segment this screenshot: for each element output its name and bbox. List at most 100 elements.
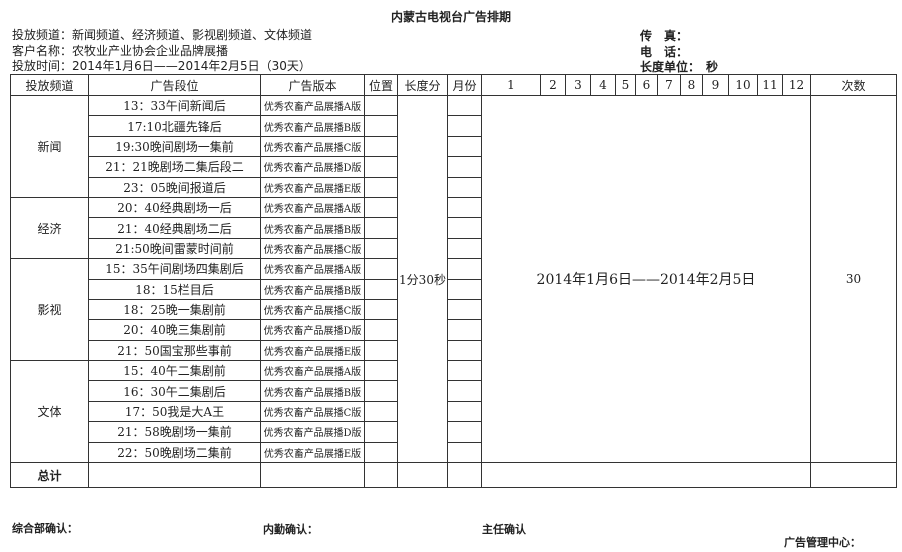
slot-cell: 19:30晚间剧场一集前 <box>88 135 261 158</box>
slot-cell: 17:10北疆先锋后 <box>88 115 261 137</box>
channel-cell: 文体 <box>10 360 89 464</box>
month-cell <box>447 339 482 362</box>
table-row: 23：05晚间报道后 优秀农畜产品展播E版 <box>11 176 897 198</box>
table-row: 21：50国宝那些事前 优秀农畜产品展播E版 <box>11 339 897 362</box>
table-row: 17:10北疆先锋后 优秀农畜产品展播B版 <box>11 115 897 137</box>
table-row: 18：15栏目后 优秀农畜产品展播B版 <box>11 278 897 300</box>
month-cell <box>447 94 482 117</box>
column-header: 月份 <box>447 74 482 96</box>
schedule-table: 投放频道 广告段位 广告版本 位置 长度分 月份 1 2 3 4 5 6 7 8 9 10 11 12 次数 新闻 1… <box>10 74 897 489</box>
slot-cell: 18：25晚一集剧前 <box>88 298 261 321</box>
slot-cell: 21：40经典剧场二后 <box>88 217 261 239</box>
column-header: 投放频道 <box>10 74 89 96</box>
total-cell <box>481 462 811 489</box>
length-cell: 1分30秒 <box>397 94 448 464</box>
column-header: 6 <box>635 74 658 96</box>
version-cell: 优秀农畜产品展播D版 <box>260 156 365 178</box>
month-cell <box>447 217 482 239</box>
column-header: 11 <box>757 74 783 96</box>
total-cell <box>447 462 482 489</box>
month-cell <box>447 400 482 423</box>
table-row: 21：21晚剧场二集后段二 优秀农畜产品展播D版 <box>11 156 897 178</box>
position-cell <box>364 176 398 198</box>
channels-info: 投放频道：新闻频道、经济频道、影视剧频道、文体频道 <box>12 28 313 42</box>
month-cell <box>447 135 482 158</box>
version-cell: 优秀农畜产品展播B版 <box>260 278 365 300</box>
column-header: 10 <box>728 74 758 96</box>
version-cell: 优秀农畜产品展播A版 <box>260 360 365 382</box>
slot-cell: 17：50我是大A王 <box>88 400 261 423</box>
slot-cell: 13：33午间新闻后 <box>88 94 261 117</box>
column-header: 9 <box>702 74 729 96</box>
slot-cell: 21：58晚剧场一集前 <box>88 421 261 443</box>
position-cell <box>364 441 398 464</box>
slot-cell: 23：05晚间报道后 <box>88 176 261 198</box>
version-cell: 优秀农畜产品展播B版 <box>260 217 365 239</box>
month-cell <box>447 115 482 137</box>
position-cell <box>364 196 398 219</box>
version-cell: 优秀农畜产品展播A版 <box>260 196 365 219</box>
position-cell <box>364 115 398 137</box>
total-label: 总计 <box>10 462 89 489</box>
position-cell <box>364 258 398 280</box>
header-row: 投放频道 广告段位 广告版本 位置 长度分 月份 1 2 3 4 5 6 7 8 9 10 11 12 次数 <box>10 74 897 96</box>
column-header: 8 <box>680 74 703 96</box>
column-header: 次数 <box>810 74 897 96</box>
position-cell <box>364 319 398 341</box>
phone-label: 电 话： <box>640 45 689 59</box>
position-cell <box>364 380 398 402</box>
general-confirm: 综合部确认： <box>12 522 78 535</box>
version-cell: 优秀农畜产品展播D版 <box>260 319 365 341</box>
position-cell <box>364 135 398 158</box>
column-header: 5 <box>615 74 636 96</box>
fax-label: 传 真： <box>640 29 689 43</box>
slot-cell: 15：40午二集剧前 <box>88 360 261 382</box>
column-header: 2 <box>540 74 566 96</box>
position-cell <box>364 400 398 423</box>
count-cell: 30 <box>810 94 897 464</box>
page-title: 内蒙古电视台广告排期 <box>390 10 511 24</box>
version-cell: 优秀农畜产品展播B版 <box>260 115 365 137</box>
version-cell: 优秀农畜产品展播E版 <box>260 176 365 198</box>
channel-cell: 新闻 <box>10 95 89 198</box>
director-confirm: 主任确认 <box>482 523 526 536</box>
month-cell <box>447 319 482 341</box>
column-header: 长度分 <box>397 74 448 96</box>
column-header: 4 <box>590 74 616 96</box>
position-cell <box>364 278 398 300</box>
table-row: 经济 20：40经典剧场一后 优秀农畜产品展播A版 <box>10 196 897 260</box>
client-info: 客户名称：农牧业产业协会企业品牌展播 <box>12 44 229 58</box>
position-cell <box>364 360 398 382</box>
table-row: 22：50晚剧场二集前 优秀农畜产品展播E版 <box>11 441 897 464</box>
table-row: 17：50我是大A王 优秀农畜产品展播C版 <box>11 400 897 423</box>
month-cell <box>447 258 482 280</box>
slot-cell: 21：50国宝那些事前 <box>88 339 261 362</box>
unit-label: 长度单位： 秒 <box>640 60 719 74</box>
table-row: 21:50晚间雷蒙时间前 优秀农畜产品展播C版 <box>11 237 897 260</box>
column-header: 1 <box>481 74 541 96</box>
version-cell: 优秀农畜产品展播C版 <box>260 237 365 260</box>
table-row: 21：40经典剧场二后 优秀农畜产品展播B版 <box>11 217 897 239</box>
table-row: 文体 15：40午二集剧前 优秀农畜产品展播A版 <box>10 360 897 464</box>
position-cell <box>364 298 398 321</box>
column-header: 7 <box>657 74 681 96</box>
version-cell: 优秀农畜产品展播B版 <box>260 380 365 402</box>
slot-cell: 20：40晚三集剧前 <box>88 319 261 341</box>
total-cell <box>260 462 365 489</box>
channel-cell: 经济 <box>10 196 89 260</box>
position-cell <box>364 217 398 239</box>
position-cell <box>364 156 398 178</box>
month-cell <box>447 421 482 443</box>
internal-confirm: 内勤确认： <box>263 523 318 536</box>
version-cell: 优秀农畜产品展播C版 <box>260 135 365 158</box>
table-row: 新闻 13：33午间新闻后优秀农畜产品展播A版 1分30秒 2014年1月6日——20… <box>10 94 897 464</box>
channel-cell: 影视 <box>10 258 89 362</box>
date-range-cell: 2014年1月6日——2014年2月5日 <box>481 94 811 464</box>
table-row: 影视 15：35午间剧场四集剧后 优秀农畜产品展播A版 <box>10 258 897 362</box>
ad-center: 广告管理中心： <box>784 536 861 549</box>
column-header: 广告版本 <box>260 74 365 96</box>
month-cell <box>447 298 482 321</box>
month-cell <box>447 176 482 198</box>
month-cell <box>447 237 482 260</box>
slot-cell: 18：15栏目后 <box>88 278 261 300</box>
